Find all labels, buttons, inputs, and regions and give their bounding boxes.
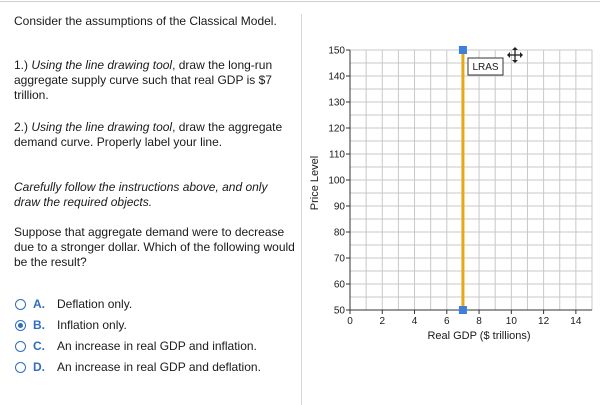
step-2-prefix: 2.) [14,120,32,134]
step-2-rest: , draw the aggregate demand curve. Prope… [14,120,283,149]
y-tick-label: 90 [334,202,346,213]
x-tick-label: 14 [570,316,582,327]
radio-c[interactable] [15,341,26,352]
grid-layer [349,49,593,311]
y-tick-label: 50 [334,306,346,317]
x-tick-label: 12 [538,316,550,327]
option-a-text: Deflation only. [57,297,133,311]
question-prompt: Suppose that aggregate demand were to de… [14,225,295,269]
y-tick-label: 100 [328,176,345,187]
option-c-text: An increase in real GDP and inflation. [57,339,257,353]
move-cross-icon[interactable] [507,47,523,63]
x-tick-label: 2 [379,316,385,327]
step-1-text: 1.) Using the line drawing tool, draw th… [14,58,296,103]
radio-a[interactable] [15,299,26,310]
option-b-letter: B. [33,318,45,332]
x-axis-label: Real GDP ($ trillions) [427,330,530,342]
option-b[interactable]: B. Inflation only. [14,315,296,336]
radio-d[interactable] [15,362,26,373]
x-tick-label: 8 [476,316,482,327]
option-a-letter: A. [33,297,45,311]
option-a[interactable]: A. Deflation only. [14,294,296,315]
y-tick-label: 140 [328,72,345,83]
y-tick-label: 150 [328,46,345,57]
x-tick-label: 0 [347,316,353,327]
step-1-prefix: 1.) [14,58,32,72]
y-tick-label: 70 [334,254,346,265]
instructions-text: Carefully follow the instructions above,… [14,180,268,209]
question-intro: Consider the assumptions of the Classica… [14,14,277,28]
step-2-text: 2.) Using the line drawing tool, draw th… [14,120,296,150]
y-tick-label: 130 [328,98,345,109]
y-tick-label: 80 [334,228,346,239]
lras-endpoint-handle[interactable] [458,46,467,54]
step-2-italic: Using the line drawing tool [31,120,173,134]
option-d-text: An increase in real GDP and deflation. [57,360,261,374]
series-layer[interactable] [458,46,467,314]
y-tick-label: 120 [328,124,345,135]
step-1-italic: Using the line drawing tool [31,58,173,72]
tick-layer: 50 60 70 80 90 100 110 120 130 140 150 0 2 4 6 8 10 12 14 [328,46,582,328]
y-tick-label: 60 [334,280,346,291]
option-d-letter: D. [33,360,45,374]
option-c-letter: C. [33,339,45,353]
x-tick-label: 6 [444,316,450,327]
lras-label-box[interactable]: LRAS [467,57,504,76]
lras-label: LRAS [472,62,498,73]
answer-options: A. Deflation only. B. Inflation only. C.… [14,294,296,378]
x-tick-label: 4 [412,316,418,327]
panel-divider [301,14,302,405]
y-axis-label: Price Level [309,156,321,210]
radio-b[interactable] [15,320,26,331]
top-rule [0,1,600,2]
option-b-text: Inflation only. [57,318,127,332]
option-d[interactable]: D. An increase in real GDP and deflation… [14,357,296,378]
y-tick-label: 110 [329,150,345,161]
lras-label-border [467,57,504,76]
step-1-rest: , draw the long-run aggregate supply cur… [14,58,273,102]
lras-endpoint-handle[interactable] [458,306,467,314]
x-tick-label: 10 [506,316,518,327]
option-c[interactable]: C. An increase in real GDP and inflation… [14,336,296,357]
